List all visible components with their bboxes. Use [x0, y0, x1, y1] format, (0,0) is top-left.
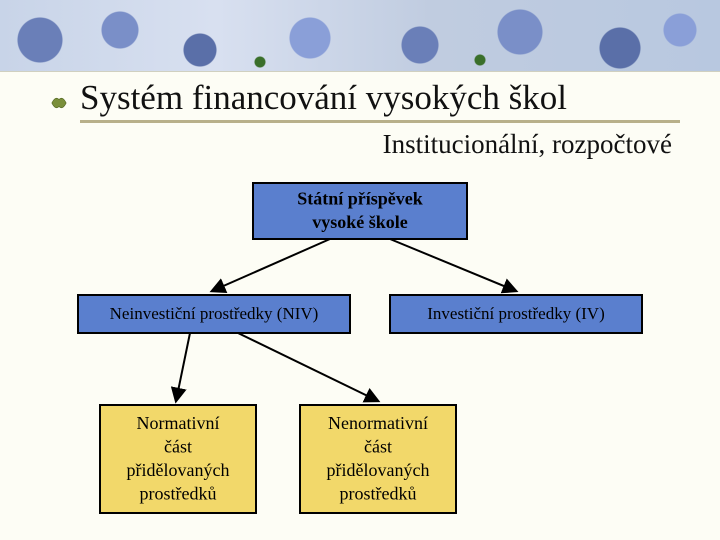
- node-nenorm-label-1: část: [364, 437, 392, 457]
- node-norm-label-1: část: [164, 437, 192, 457]
- node-niv: Neinvestiční prostředky (NIV): [78, 295, 350, 333]
- node-root-label-1: vysoké škole: [312, 212, 408, 232]
- title-block: Systém financování vysokých škol Institu…: [80, 78, 680, 160]
- page-subtitle: Institucionální, rozpočtové: [80, 129, 680, 160]
- page-title: Systém financování vysokých škol: [80, 78, 680, 118]
- edge-root-iv: [390, 239, 516, 291]
- node-nenorm: Nenormativní část přidělovaných prostředků: [300, 405, 456, 513]
- hierarchy-diagram: Státní příspěvek vysoké škole Neinvestiční…: [0, 175, 720, 540]
- node-norm-label-2: přidělovaných: [127, 460, 230, 480]
- node-nenorm-label-2: přidělovaných: [327, 460, 430, 480]
- node-root-label-0: Státní příspěvek: [297, 189, 423, 209]
- node-niv-label-0: Neinvestiční prostředky (NIV): [110, 304, 319, 323]
- node-root: Státní příspěvek vysoké škole: [253, 183, 467, 239]
- edge-niv-nenorm: [238, 333, 378, 401]
- title-underline: [80, 120, 680, 123]
- edge-niv-norm: [176, 333, 190, 401]
- node-norm-label-0: Normativní: [137, 413, 220, 433]
- node-nenorm-label-0: Nenormativní: [328, 413, 428, 433]
- node-iv: Investiční prostředky (IV): [390, 295, 642, 333]
- edge-root-niv: [212, 239, 330, 291]
- decor-banner: [0, 0, 720, 72]
- node-iv-label-0: Investiční prostředky (IV): [427, 304, 605, 323]
- node-norm-label-3: prostředků: [140, 483, 217, 503]
- node-nenorm-label-3: prostředků: [340, 483, 417, 503]
- node-norm: Normativní část přidělovaných prostředků: [100, 405, 256, 513]
- bullet-icon: [50, 94, 68, 112]
